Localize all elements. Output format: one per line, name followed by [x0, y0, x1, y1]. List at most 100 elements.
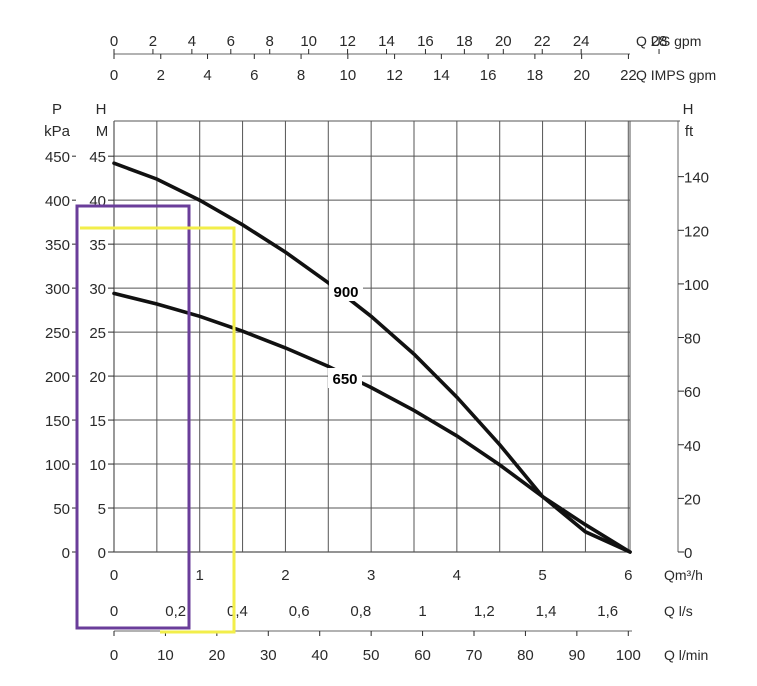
ls-tick-label: 1 [418, 603, 426, 620]
head-ft-axis-label-top: H [683, 101, 694, 118]
curve-label-900: 900 [333, 284, 358, 301]
lmin-tick-label: 0 [110, 647, 118, 664]
head-m-tick-label: 40 [89, 193, 106, 210]
pressure-tick-label: 0 [62, 545, 70, 562]
curve-label-bg [329, 281, 363, 301]
plot-frame [113, 120, 680, 553]
head-ft-tick-label: 120 [684, 223, 709, 240]
head-m-tick-label: 20 [89, 369, 106, 386]
ls-axis-label: Q l/s [664, 603, 693, 619]
curve-650 [112, 291, 632, 554]
imps-gpm-tick-label: 12 [386, 67, 403, 84]
lmin-tick-label: 70 [466, 647, 483, 664]
lmin-tick-label: 100 [616, 647, 641, 664]
head-ft-tick-label: 60 [684, 384, 701, 401]
ls-tick-label: 0,2 [165, 603, 186, 620]
head-ft-tick-label: 20 [684, 491, 701, 508]
pressure-tick-label: 350 [45, 237, 70, 254]
yellow-highlight-box [80, 226, 236, 634]
head-m-axis-label-top: H [96, 101, 107, 118]
lmin-tick-label: 50 [363, 647, 380, 664]
pressure-tick-label: 50 [53, 501, 70, 518]
head-m-tick-label: 5 [98, 501, 106, 518]
lmin-tick-label: 40 [311, 647, 328, 664]
imps-gpm-tick-label: 0 [110, 67, 118, 84]
us-gpm-tick-label: 12 [339, 33, 356, 50]
imps-gpm-tick-label: 4 [203, 67, 211, 84]
imps-gpm-tick-label: 2 [157, 67, 165, 84]
head-m-tick-label: 30 [89, 281, 106, 298]
lmin-tick-label: 20 [209, 647, 226, 664]
m3h-tick-label: 3 [367, 567, 375, 584]
ls-tick-label: 0 [110, 603, 118, 620]
imps-gpm-tick-label: 14 [433, 67, 450, 84]
m3h-tick-label: 5 [538, 567, 546, 584]
head-m-tick-label: 35 [89, 237, 106, 254]
head-m-tick-label: 25 [89, 325, 106, 342]
pressure-tick-label: 450 [45, 149, 70, 166]
us-gpm-tick-label: 8 [266, 33, 274, 50]
ls-tick-label: 1,6 [597, 603, 618, 620]
pressure-tick-label: 250 [45, 325, 70, 342]
us-gpm-tick-label: 28 [651, 33, 668, 50]
head-ft-tick-label: 100 [684, 277, 709, 294]
pressure-tick-label: 100 [45, 457, 70, 474]
us-gpm-tick-label: 24 [573, 33, 590, 50]
m3h-tick-label: 6 [624, 567, 632, 584]
curve-label-bg [328, 368, 362, 388]
us-gpm-tick-label: 0 [110, 33, 118, 50]
highlight-boxes [75, 204, 236, 634]
imps-gpm-tick-label: 18 [527, 67, 544, 84]
imps-gpm-axis-label: Q IMPS gpm [636, 67, 716, 83]
head-ft-tick-label: 140 [684, 170, 709, 187]
imps-gpm-tick-label: 6 [250, 67, 258, 84]
axis-labels: 051015202530354045HM05010015020025030035… [44, 33, 716, 664]
pressure-tick-label: 300 [45, 281, 70, 298]
head-ft-tick-label: 0 [684, 545, 692, 562]
m3h-tick-label: 2 [281, 567, 289, 584]
lmin-tick-label: 10 [157, 647, 174, 664]
head-ft-axis-label-unit: ft [685, 123, 694, 140]
performance-curves: 900 650 [112, 161, 632, 554]
us-gpm-tick-label: 14 [378, 33, 395, 50]
head-ft-tick-label: 80 [684, 331, 701, 348]
us-gpm-axis-label: Q US gpm [636, 33, 701, 49]
us-gpm-tick-label: 6 [227, 33, 235, 50]
us-gpm-tick-label: 4 [188, 33, 196, 50]
m3h-tick-label: 1 [196, 567, 204, 584]
imps-gpm-tick-label: 10 [339, 67, 356, 84]
ls-tick-label: 1,4 [536, 603, 557, 620]
us-gpm-tick-label: 10 [300, 33, 317, 50]
ls-tick-label: 0,4 [227, 603, 248, 620]
lmin-tick-label: 80 [517, 647, 534, 664]
pressure-tick-label: 200 [45, 369, 70, 386]
head-m-axis-label-unit: M [96, 123, 109, 140]
lmin-tick-label: 60 [414, 647, 431, 664]
imps-gpm-tick-label: 16 [480, 67, 497, 84]
pressure-tick-label: 400 [45, 193, 70, 210]
pressure-axis-label-top: P [52, 101, 62, 118]
head-m-tick-label: 15 [89, 413, 106, 430]
us-gpm-tick-label: 22 [534, 33, 551, 50]
curve-900 [112, 161, 632, 554]
curve-label-650: 650 [332, 371, 357, 388]
purple-highlight-box [75, 204, 191, 630]
imps-gpm-tick-label: 8 [297, 67, 305, 84]
ls-tick-label: 0,8 [350, 603, 371, 620]
us-gpm-tick-label: 20 [495, 33, 512, 50]
pressure-axis-label-unit: kPa [44, 123, 71, 140]
imps-gpm-tick-label: 20 [573, 67, 590, 84]
m3h-axis-label: Qm³/h [664, 567, 703, 583]
ls-tick-label: 1,2 [474, 603, 495, 620]
us-gpm-tick-label: 2 [149, 33, 157, 50]
head-ft-tick-label: 40 [684, 438, 701, 455]
head-m-tick-label: 45 [89, 149, 106, 166]
m3h-tick-label: 4 [453, 567, 461, 584]
imps-gpm-tick-label: 22 [620, 67, 637, 84]
ls-tick-label: 0,6 [289, 603, 310, 620]
pressure-tick-label: 150 [45, 413, 70, 430]
lmin-axis-label: Q l/min [664, 647, 708, 663]
grid [114, 121, 630, 552]
us-gpm-tick-label: 18 [456, 33, 473, 50]
